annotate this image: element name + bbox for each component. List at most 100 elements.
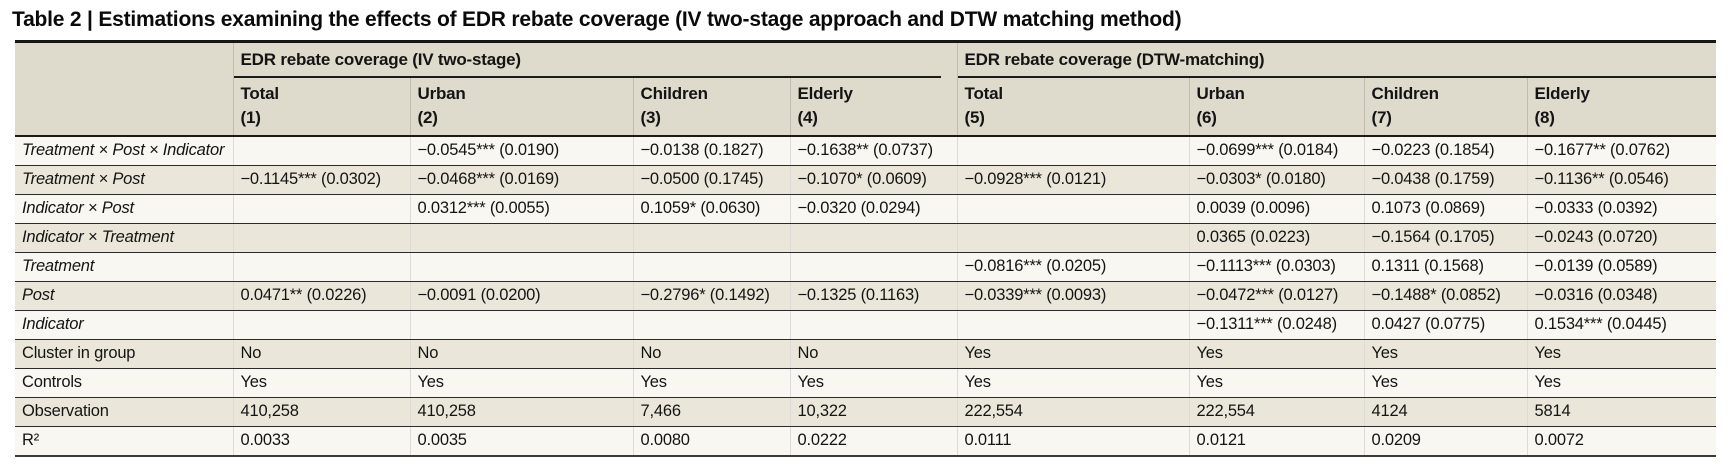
table-row: R² 0.0033 0.0035 0.0080 0.0222 0.0111 0.0121 0.…	[15, 426, 1717, 457]
table-cell: 0.0209	[1363, 426, 1528, 457]
column-number: (3)	[640, 108, 661, 127]
table-cell: 0.0471** (0.0226)	[232, 281, 410, 311]
table-cell	[956, 194, 1190, 224]
table-cell: 0.1534*** (0.0445)	[1526, 310, 1717, 340]
table-cell	[232, 310, 410, 340]
table-cell: −0.1564 (0.1705)	[1363, 223, 1528, 253]
table-cell: −0.0472*** (0.0127)	[1188, 281, 1365, 311]
table-cell: −0.1113*** (0.0303)	[1188, 252, 1365, 282]
column-name: Urban	[1196, 84, 1245, 103]
column-group-label: EDR rebate coverage (IV two-stage)	[233, 43, 941, 78]
table-cell: 0.0312*** (0.0055)	[409, 194, 633, 224]
column-header-elderly-8: Elderly (8)	[1526, 78, 1717, 137]
column-name: Total	[964, 84, 1004, 103]
table-cell: −0.1311*** (0.0248)	[1188, 310, 1365, 340]
table-cell: −0.1677** (0.0762)	[1526, 136, 1717, 166]
table-cell: Yes	[632, 368, 790, 398]
table-cell: No	[789, 339, 958, 369]
table-cell	[409, 252, 633, 282]
table-cell: 0.1073 (0.0869)	[1363, 194, 1528, 224]
row-label: Treatment	[15, 252, 233, 282]
row-label: Observation	[15, 397, 233, 427]
column-header-total-1: Total (1)	[232, 78, 410, 137]
table-cell: −0.0545*** (0.0190)	[409, 136, 633, 166]
table-cell	[789, 252, 958, 282]
row-label: Cluster in group	[15, 339, 233, 369]
column-header-urban-2: Urban (2)	[409, 78, 633, 137]
estimation-table: EDR rebate coverage (IV two-stage) EDR r…	[15, 40, 1717, 457]
table-row: Indicator −0.1311*** (0.0248) 0.0427 (0.07…	[15, 310, 1717, 340]
table-cell: 7,466	[632, 397, 790, 427]
table-cell: 410,258	[232, 397, 410, 427]
row-label: Indicator × Treatment	[15, 223, 233, 253]
table-cell: 0.0121	[1188, 426, 1365, 457]
table-cell: 0.0080	[632, 426, 790, 457]
table-cell: Yes	[789, 368, 958, 398]
table-cell	[956, 136, 1190, 166]
table-cell	[632, 223, 790, 253]
table-cell: 5814	[1526, 397, 1717, 427]
column-name: Total	[240, 84, 280, 103]
row-label: Indicator × Post	[15, 194, 233, 224]
table-cell: 0.0072	[1526, 426, 1717, 457]
table-cell: Yes	[956, 339, 1190, 369]
column-name: Children	[1371, 84, 1440, 103]
column-number: (5)	[964, 108, 985, 127]
table-cell: −0.2796* (0.1492)	[632, 281, 790, 311]
table-cell	[232, 252, 410, 282]
row-label: Controls	[15, 368, 233, 398]
table-cell: 0.0365 (0.0223)	[1188, 223, 1365, 253]
table-cell: 0.0427 (0.0775)	[1363, 310, 1528, 340]
column-header-elderly-4: Elderly (4)	[789, 78, 958, 137]
column-header-total-5: Total (5)	[956, 78, 1190, 137]
table-title: Table 2 | Estimations examining the effe…	[12, 8, 1182, 31]
column-header-children-7: Children (7)	[1363, 78, 1528, 137]
table-cell: −0.0468*** (0.0169)	[409, 165, 633, 195]
table-row: Treatment −0.0816*** (0.0205) −0.1113*** (…	[15, 252, 1717, 282]
column-group-dtw-matching: EDR rebate coverage (DTW-matching)	[956, 41, 1717, 78]
column-group-iv-two-stage: EDR rebate coverage (IV two-stage)	[232, 41, 958, 78]
table-body: Treatment × Post × Indicator −0.0545*** (…	[15, 136, 1717, 457]
table-cell: −0.1488* (0.0852)	[1363, 281, 1528, 311]
table-cell: Yes	[409, 368, 633, 398]
column-header-children-3: Children (3)	[632, 78, 790, 137]
row-label: Treatment × Post	[15, 165, 233, 195]
table-cell: 10,322	[789, 397, 958, 427]
table-cell: −0.1070* (0.0609)	[789, 165, 958, 195]
table-cell: 0.0033	[232, 426, 410, 457]
table-cell: Yes	[1188, 339, 1365, 369]
table-cell: −0.0928*** (0.0121)	[956, 165, 1190, 195]
corner-cell	[15, 78, 233, 137]
table-cell	[789, 223, 958, 253]
table-cell	[789, 310, 958, 340]
table-cell: No	[232, 339, 410, 369]
table-cell: −0.0243 (0.0720)	[1526, 223, 1717, 253]
table-row: Treatment × Post −0.1145*** (0.0302) −0.04…	[15, 165, 1717, 195]
table-row: Indicator × Treatment 0.0365 (0.0223) −0.1…	[15, 223, 1717, 253]
table-cell: −0.0138 (0.1827)	[632, 136, 790, 166]
column-number: (4)	[797, 108, 818, 127]
table-cell	[632, 310, 790, 340]
column-name: Elderly	[797, 84, 853, 103]
row-label: Treatment × Post × Indicator	[15, 136, 233, 166]
table-cell: −0.1325 (0.1163)	[789, 281, 958, 311]
table-cell: −0.0091 (0.0200)	[409, 281, 633, 311]
row-label: Post	[15, 281, 233, 311]
column-name: Urban	[417, 84, 466, 103]
table-cell	[409, 310, 633, 340]
row-label: R²	[15, 426, 233, 457]
table-cell: −0.0500 (0.1745)	[632, 165, 790, 195]
table-cell	[232, 136, 410, 166]
table-cell	[232, 223, 410, 253]
table-cell: −0.0339*** (0.0093)	[956, 281, 1190, 311]
table-cell: −0.1136** (0.0546)	[1526, 165, 1717, 195]
table-row: Observation 410,258 410,258 7,466 10,322 222,…	[15, 397, 1717, 427]
table-cell: Yes	[956, 368, 1190, 398]
table-cell: 4124	[1363, 397, 1528, 427]
table-cell: 410,258	[409, 397, 633, 427]
table-cell: −0.0223 (0.1854)	[1363, 136, 1528, 166]
column-header-urban-6: Urban (6)	[1188, 78, 1365, 137]
table-cell: 0.0111	[956, 426, 1190, 457]
column-header-row: Total (1) Urban (2) Children (3) Elderly…	[15, 78, 1717, 137]
